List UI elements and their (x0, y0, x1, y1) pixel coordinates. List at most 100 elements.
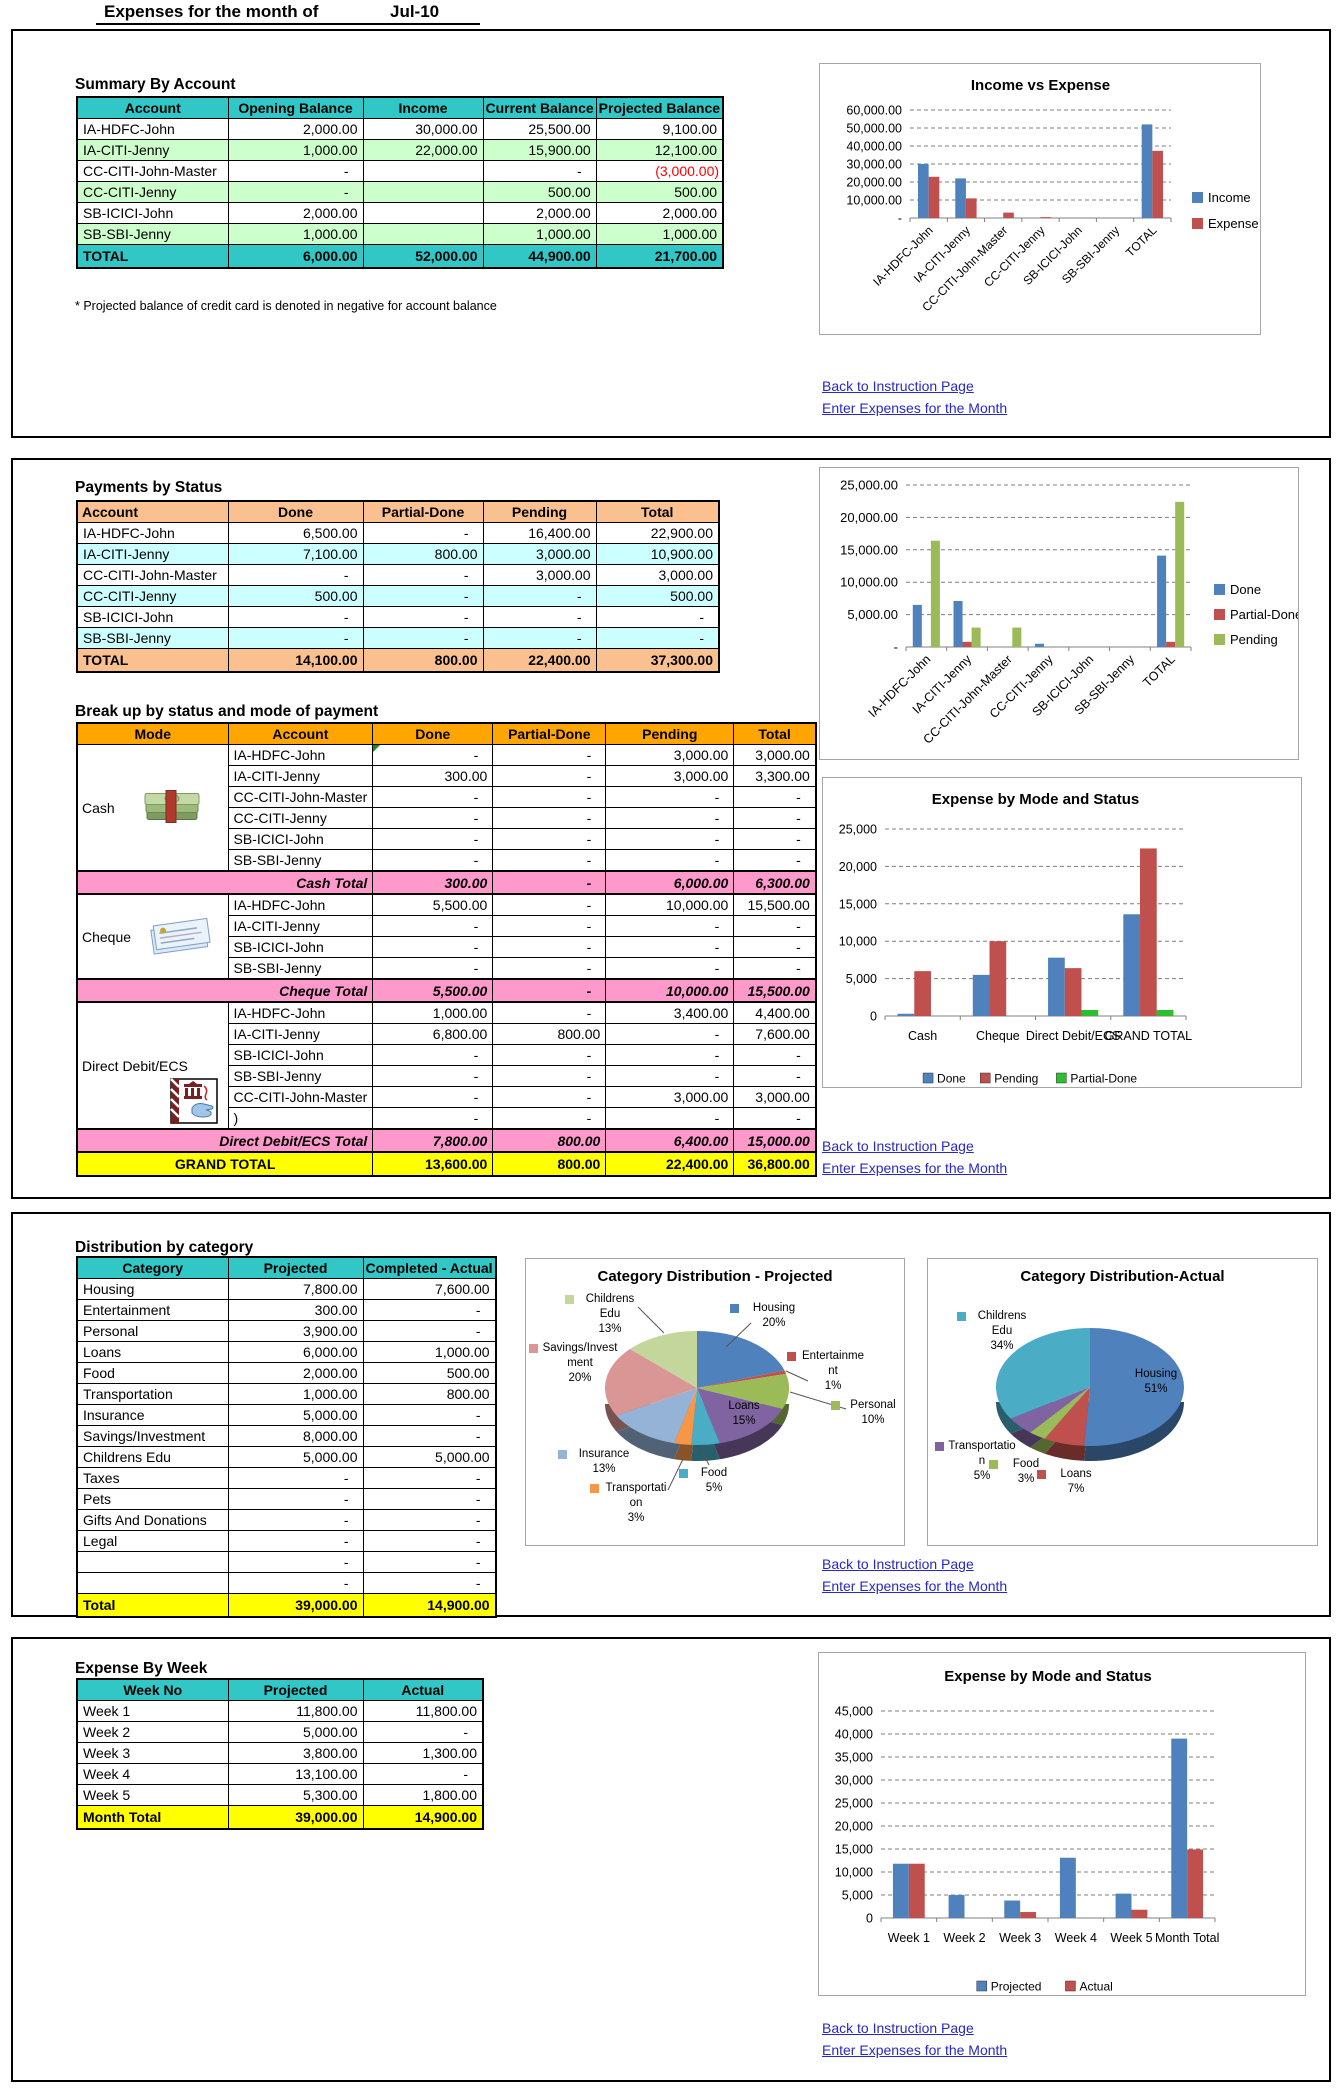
value-cell[interactable]: - (492, 1107, 607, 1130)
row-label-cell[interactable]: Personal (76, 1320, 229, 1342)
value-cell[interactable] (362, 181, 484, 203)
value-cell[interactable]: 1,000.00 (595, 223, 724, 245)
value-cell[interactable]: - (372, 828, 494, 850)
column-header[interactable]: Mode (76, 722, 229, 745)
value-cell[interactable]: 22,400.00 (482, 648, 597, 673)
value-cell[interactable]: 3,800.00 (227, 1742, 364, 1764)
row-label-cell[interactable]: SB-SBI-Jenny (76, 627, 229, 649)
row-label-cell[interactable]: IA-HDFC-John (76, 118, 229, 140)
value-cell[interactable]: 13,600.00 (372, 1151, 494, 1177)
column-header[interactable]: Done (372, 722, 494, 745)
value-cell[interactable]: - (605, 936, 735, 958)
value-cell[interactable] (362, 223, 484, 245)
value-cell[interactable]: 300.00 (372, 765, 494, 787)
row-label-cell[interactable]: SB-ICICI-John (227, 1044, 374, 1066)
column-header[interactable]: Pending (605, 722, 735, 745)
value-cell[interactable]: 16,400.00 (482, 522, 597, 544)
value-cell[interactable]: - (362, 585, 484, 607)
value-cell[interactable]: - (227, 1551, 364, 1573)
value-cell[interactable]: 10,900.00 (595, 543, 720, 565)
value-cell[interactable]: - (492, 744, 607, 766)
value-cell[interactable]: 5,000.00 (227, 1446, 364, 1468)
value-cell[interactable]: - (372, 1107, 494, 1130)
row-label-cell[interactable]: SB-ICICI-John (227, 936, 374, 958)
column-header[interactable]: Income (362, 96, 484, 119)
row-label-cell[interactable]: SB-SBI-Jenny (227, 849, 374, 872)
value-cell[interactable]: 8,000.00 (227, 1425, 364, 1447)
row-label-cell[interactable]: Week 5 (76, 1784, 229, 1806)
value-cell[interactable]: 37,300.00 (595, 648, 720, 673)
value-cell[interactable]: 22,400.00 (605, 1151, 735, 1177)
value-cell[interactable]: - (372, 957, 494, 980)
row-label-cell[interactable]: CC-CITI-Jenny (76, 585, 229, 607)
value-cell[interactable]: - (372, 1065, 494, 1087)
value-cell[interactable]: 3,000.00 (595, 564, 720, 586)
value-cell[interactable]: 44,900.00 (482, 244, 597, 269)
row-label-cell[interactable]: CC-CITI-John-Master* (76, 160, 229, 182)
value-cell[interactable]: 800.00 (492, 1023, 607, 1045)
value-cell[interactable]: - (362, 1425, 497, 1447)
row-label-cell[interactable]: Week 3 (76, 1742, 229, 1764)
value-cell[interactable]: 36,800.00 (733, 1151, 817, 1177)
value-cell[interactable]: - (733, 828, 817, 850)
mode-cell[interactable]: Direct Debit/ECS (76, 1001, 229, 1130)
value-cell[interactable]: - (492, 807, 607, 829)
value-cell[interactable]: 3,000.00 (605, 765, 735, 787)
row-label-cell[interactable]: IA-HDFC-John (227, 1001, 374, 1024)
row-label-cell[interactable]: TOTAL (76, 244, 229, 269)
value-cell[interactable] (362, 160, 484, 182)
value-cell[interactable]: - (362, 1404, 497, 1426)
value-cell[interactable]: - (492, 765, 607, 787)
value-cell[interactable]: 15,500.00 (733, 893, 817, 916)
value-cell[interactable]: - (492, 893, 607, 916)
column-header[interactable]: Completed - Actual (362, 1256, 497, 1279)
value-cell[interactable]: 1,000.00 (227, 223, 364, 245)
column-header[interactable]: Done (227, 500, 364, 523)
value-cell[interactable]: - (362, 1572, 497, 1594)
row-label-cell[interactable]: CC-CITI-Jenny* (76, 181, 229, 203)
value-cell[interactable]: 800.00 (362, 648, 484, 673)
value-cell[interactable]: - (372, 1086, 494, 1108)
value-cell[interactable]: - (482, 585, 597, 607)
row-label-cell[interactable]: Insurance (76, 1404, 229, 1426)
value-cell[interactable]: - (362, 1763, 484, 1785)
row-label-cell[interactable]: SB-SBI-Jenny (227, 957, 374, 980)
value-cell[interactable]: 500.00 (595, 181, 724, 203)
value-cell[interactable]: - (492, 870, 607, 895)
row-label-cell[interactable]: IA-CITI-Jenny (227, 765, 374, 787)
enter-expenses-link[interactable]: Enter Expenses for the Month (822, 1578, 1008, 1594)
value-cell[interactable] (362, 202, 484, 224)
row-label-cell[interactable]: CC-CITI-John-Master (76, 564, 229, 586)
enter-expenses-link[interactable]: Enter Expenses for the Month (822, 2042, 1008, 2058)
value-cell[interactable]: 2,000.00 (482, 202, 597, 224)
value-cell[interactable]: - (362, 522, 484, 544)
value-cell[interactable]: 10,000.00 (605, 978, 735, 1003)
row-label-cell[interactable]: Loans (76, 1341, 229, 1363)
value-cell[interactable]: - (482, 606, 597, 628)
value-cell[interactable]: 6,800.00 (372, 1023, 494, 1045)
value-cell[interactable]: - (492, 957, 607, 980)
value-cell[interactable]: 11,800.00 (362, 1700, 484, 1722)
row-label-cell[interactable] (76, 1572, 229, 1594)
value-cell[interactable]: 500.00 (227, 585, 364, 607)
value-cell[interactable]: 6,000.00 (605, 870, 735, 895)
row-label-cell[interactable]: Transportation (76, 1383, 229, 1405)
value-cell[interactable]: - (605, 1065, 735, 1087)
value-cell[interactable]: 39,000.00 (227, 1805, 364, 1830)
row-label-cell[interactable]: IA-CITI-Jenny (76, 543, 229, 565)
value-cell[interactable]: 2,000.00 (595, 202, 724, 224)
value-cell[interactable]: - (362, 627, 484, 649)
value-cell[interactable]: 5,000.00 (227, 1721, 364, 1743)
value-cell[interactable]: - (733, 1065, 817, 1087)
value-cell[interactable]: - (605, 786, 735, 808)
back-to-instruction-link[interactable]: Back to Instruction Page (822, 378, 974, 394)
value-cell[interactable]: 5,000.00 (362, 1446, 497, 1468)
value-cell[interactable]: 800.00 (362, 1383, 497, 1405)
value-cell[interactable]: - (482, 627, 597, 649)
value-cell[interactable]: 5,000.00 (227, 1404, 364, 1426)
row-label-cell[interactable]: IA-HDFC-John (227, 893, 374, 916)
value-cell[interactable]: - (595, 606, 720, 628)
value-cell[interactable]: 800.00 (362, 543, 484, 565)
row-label-cell[interactable]: SB-SBI-Jenny (227, 1065, 374, 1087)
value-cell[interactable]: 3,400.00 (605, 1001, 735, 1024)
